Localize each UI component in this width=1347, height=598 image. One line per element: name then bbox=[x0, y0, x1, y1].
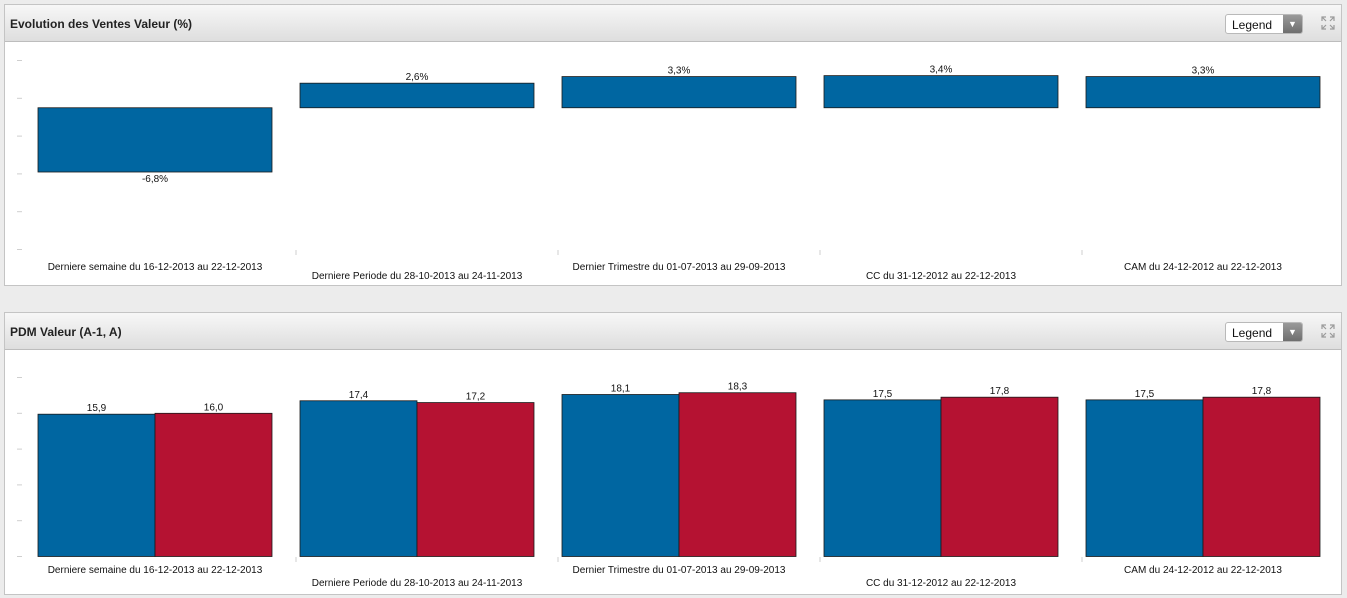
bar[interactable] bbox=[1085, 76, 1321, 109]
data-label: 3,3% bbox=[1192, 66, 1215, 77]
data-label: 18,3 bbox=[728, 382, 748, 393]
data-label: 18,1 bbox=[611, 384, 631, 395]
category-label: Dernier Trimestre du 01-07-2013 au 29-09… bbox=[573, 262, 786, 273]
sales-evolution-panel: Evolution des Ventes Valeur (%) Legend ▼… bbox=[4, 4, 1342, 286]
sales-evolution-chart: -6,8% Derniere semaine du 16-12-2013 au 2… bbox=[17, 60, 1321, 282]
category-label: Derniere Periode du 28-10-2013 au 24-11-… bbox=[312, 271, 523, 282]
panel-title: Evolution des Ventes Valeur (%) bbox=[10, 17, 193, 31]
market-share-chart: 15,9 16,0 Derniere semaine du 16-12-2013 a… bbox=[17, 377, 1321, 589]
category-label: Derniere semaine du 16-12-2013 au 22-12-… bbox=[48, 262, 263, 273]
data-label: 15,9 bbox=[87, 403, 107, 414]
chevron-down-icon: ▼ bbox=[1283, 323, 1302, 341]
data-label: 17,5 bbox=[873, 389, 893, 400]
category-label: Derniere Periode du 28-10-2013 au 24-11-… bbox=[312, 578, 523, 589]
data-label: 3,3% bbox=[668, 66, 691, 77]
chevron-down-icon: ▼ bbox=[1283, 15, 1302, 33]
bar[interactable] bbox=[1085, 399, 1204, 557]
expand-icon[interactable] bbox=[1321, 324, 1335, 338]
legend-dropdown-label: Legend bbox=[1232, 326, 1273, 340]
bar[interactable] bbox=[940, 396, 1059, 557]
data-label: 17,8 bbox=[990, 386, 1010, 397]
category-label: CAM du 24-12-2012 au 22-12-2013 bbox=[1124, 565, 1282, 576]
category-label: Derniere semaine du 16-12-2013 au 22-12-… bbox=[48, 565, 263, 576]
bar[interactable] bbox=[561, 394, 680, 557]
panel-title: PDM Valeur (A-1, A) bbox=[10, 325, 122, 339]
data-label: 16,0 bbox=[204, 402, 224, 413]
bar[interactable] bbox=[299, 82, 535, 109]
category-label: CAM du 24-12-2012 au 22-12-2013 bbox=[1124, 262, 1282, 273]
bar[interactable] bbox=[561, 76, 797, 109]
legend-dropdown[interactable]: Legend ▼ bbox=[1225, 14, 1303, 34]
market-share-panel: PDM Valeur (A-1, A) Legend ▼ 15,9 16,0 Der… bbox=[4, 312, 1342, 595]
category-label: CC du 31-12-2012 au 22-12-2013 bbox=[866, 271, 1017, 282]
data-label: 2,6% bbox=[406, 72, 429, 83]
data-label: 17,2 bbox=[466, 392, 486, 403]
data-label: 3,4% bbox=[930, 65, 953, 76]
bar[interactable] bbox=[154, 412, 273, 557]
panel-header: Evolution des Ventes Valeur (%) Legend ▼ bbox=[5, 5, 1341, 42]
panel-header: PDM Valeur (A-1, A) Legend ▼ bbox=[5, 313, 1341, 350]
data-label: 17,5 bbox=[1135, 389, 1155, 400]
bar[interactable] bbox=[37, 107, 273, 173]
data-label: -6,8% bbox=[142, 174, 168, 185]
category-label: Dernier Trimestre du 01-07-2013 au 29-09… bbox=[573, 565, 786, 576]
bar[interactable] bbox=[823, 75, 1059, 109]
bar[interactable] bbox=[299, 400, 418, 557]
bar[interactable] bbox=[678, 392, 797, 557]
legend-dropdown-label: Legend bbox=[1232, 18, 1273, 32]
bar[interactable] bbox=[37, 413, 156, 557]
bar[interactable] bbox=[1202, 396, 1321, 557]
legend-dropdown[interactable]: Legend ▼ bbox=[1225, 322, 1303, 342]
data-label: 17,4 bbox=[349, 390, 369, 401]
data-label: 17,8 bbox=[1252, 386, 1272, 397]
bar[interactable] bbox=[416, 402, 535, 557]
expand-icon[interactable] bbox=[1321, 16, 1335, 30]
category-label: CC du 31-12-2012 au 22-12-2013 bbox=[866, 578, 1017, 589]
bar[interactable] bbox=[823, 399, 942, 557]
